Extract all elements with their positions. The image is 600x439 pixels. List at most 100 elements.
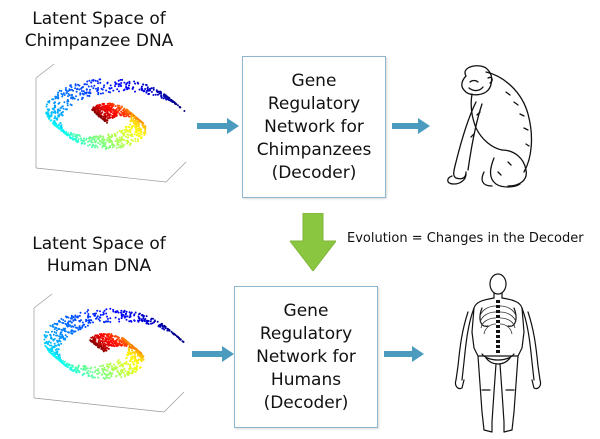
bottom-title-line-1: Latent Space of [32,234,166,254]
latent-point [70,97,72,100]
latent-point [75,135,78,138]
latent-point [87,144,89,147]
latent-point [60,317,63,320]
latent-point [70,330,73,333]
latent-point [125,360,128,363]
latent-point [89,88,91,91]
latent-point [96,343,99,346]
latent-point [133,115,136,118]
latent-point [115,108,118,111]
latent-point [97,114,100,117]
latent-point [177,336,179,338]
latent-point [83,91,86,94]
latent-point [137,125,140,128]
latent-point [47,115,50,117]
latent-point [127,351,129,354]
latent-point [88,136,91,139]
latent-point [49,333,52,336]
latent-point [118,146,120,149]
latent-point [86,83,88,86]
latent-point [110,375,113,377]
latent-point [133,359,136,362]
latent-point [135,125,138,128]
latent-point [165,98,168,101]
latent-point [55,357,58,360]
latent-point [88,374,91,377]
latent-point [68,324,71,327]
latent-point [49,324,52,327]
latent-point [114,134,117,137]
latent-point [99,336,102,339]
latent-point [102,143,105,145]
latent-point [128,367,131,370]
human-decoder-box: Gene Regulatory Network for Humans (Deco… [234,286,378,428]
latent-point [54,117,57,120]
latent-point [112,340,115,343]
latent-point [122,111,125,114]
latent-point [136,81,139,84]
latent-point [117,85,120,88]
latent-point [49,348,52,351]
latent-point [91,79,94,82]
latent-point [105,139,108,142]
latent-point [182,340,185,343]
latent-point [89,315,92,318]
latent-point [144,132,147,135]
latent-point [120,376,123,379]
latent-point [103,366,106,369]
human-anatomy-sketch-icon [454,273,542,433]
latent-point [134,126,137,129]
latent-point [85,367,87,370]
latent-point [98,106,101,109]
latent-point [110,108,112,111]
latent-point [104,333,106,336]
latent-point [114,105,117,108]
latent-point [91,143,94,146]
latent-point [135,128,138,131]
latent-point [65,323,68,326]
latent-point [133,133,136,136]
latent-point [109,372,112,375]
latent-point [92,338,95,341]
latent-point [116,140,119,143]
latent-point [161,327,164,330]
latent-point [92,87,95,90]
latent-point [139,366,142,369]
latent-point [105,115,108,118]
latent-point [101,342,104,344]
latent-point [94,334,96,337]
latent-point [100,348,103,350]
plot-axis-line [35,167,167,183]
latent-point [68,94,71,97]
latent-point [111,102,114,105]
latent-point [122,108,125,111]
latent-point [48,344,51,347]
latent-point [66,325,69,328]
latent-point [49,119,52,122]
latent-point [123,344,126,347]
latent-point [58,89,61,92]
latent-point [135,121,137,124]
latent-point [61,95,64,98]
latent-point [130,349,133,352]
latent-point [71,97,74,100]
latent-point [158,325,161,328]
latent-point [86,367,89,370]
latent-point [144,318,147,320]
latent-point [120,142,123,145]
latent-point [112,369,115,372]
latent-point [63,130,66,133]
latent-point [125,342,128,345]
latent-point [136,368,139,371]
latent-point [150,317,153,320]
latent-point [93,84,96,87]
latent-point [85,138,88,141]
latent-point [65,92,68,95]
latent-point [102,344,105,347]
latent-point [87,309,90,311]
latent-point [133,119,136,122]
latent-point [143,90,146,92]
latent-point [97,376,100,379]
latent-point [58,127,61,130]
latent-point [98,109,101,112]
